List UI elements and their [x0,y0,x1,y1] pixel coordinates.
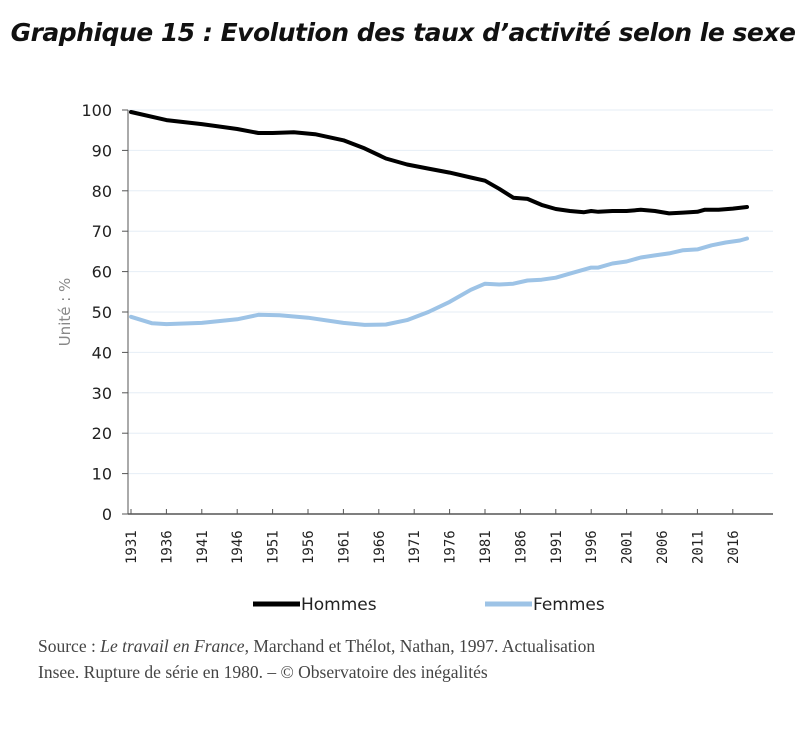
series-line-hommes [129,110,749,216]
y-tick-label: 50 [92,303,112,322]
x-tick-label: 1951 [266,530,282,564]
x-tick-label: 1931 [124,530,140,564]
x-tick-label: 2006 [655,530,671,564]
x-tick-label: 2016 [726,530,742,564]
y-tick-label: 30 [92,384,112,403]
source-line-2: Insee. Rupture de série en 1980. – © Obs… [38,662,488,682]
x-tick-label: 2011 [690,530,706,564]
legend-label-femmes: Femmes [533,595,605,615]
y-tick-label: 0 [102,505,112,524]
source-book-title: Le travail en France [100,636,245,656]
x-tick-label: 1981 [478,530,494,564]
y-tick-label: 90 [92,141,112,160]
chart-title: Graphique 15 : Evolution des taux d’acti… [10,18,796,47]
x-tick-label: 1936 [159,530,175,564]
y-tick-label: 40 [92,343,112,362]
x-tick-label: 1961 [336,530,352,564]
y-tick-label: 10 [92,465,112,484]
legend-label-hommes: Hommes [301,595,377,615]
x-tick-label: 1966 [372,530,388,564]
y-axis-label: Unité : % [56,278,74,347]
x-tick-label: 1996 [584,530,600,564]
y-tick-label: 100 [81,101,112,120]
y-tick-label: 80 [92,182,112,201]
y-tick-label: 60 [92,263,112,282]
source-line-1: Source : Le travail en France, Marchand … [38,636,595,657]
series-line-femmes [129,236,749,327]
x-tick-label: 1946 [230,530,246,564]
x-tick-label: 2001 [620,530,636,564]
source-rest: , Marchand et Thélot, Nathan, 1997. Actu… [244,636,596,656]
x-tick-label: 1976 [443,530,459,564]
y-tick-label: 20 [92,424,112,443]
x-tick-label: 1986 [513,530,529,564]
source-prefix: Source : [38,636,101,656]
x-tick-label: 1956 [301,530,317,564]
y-tick-label: 70 [92,222,112,241]
x-tick-label: 1941 [195,530,211,564]
x-tick-label: 1991 [549,530,565,564]
x-tick-label: 1971 [407,530,423,564]
line-chart: 0 10 20 30 40 50 60 70 80 90 100 1931 1936 1941 1946 19… [56,101,773,615]
